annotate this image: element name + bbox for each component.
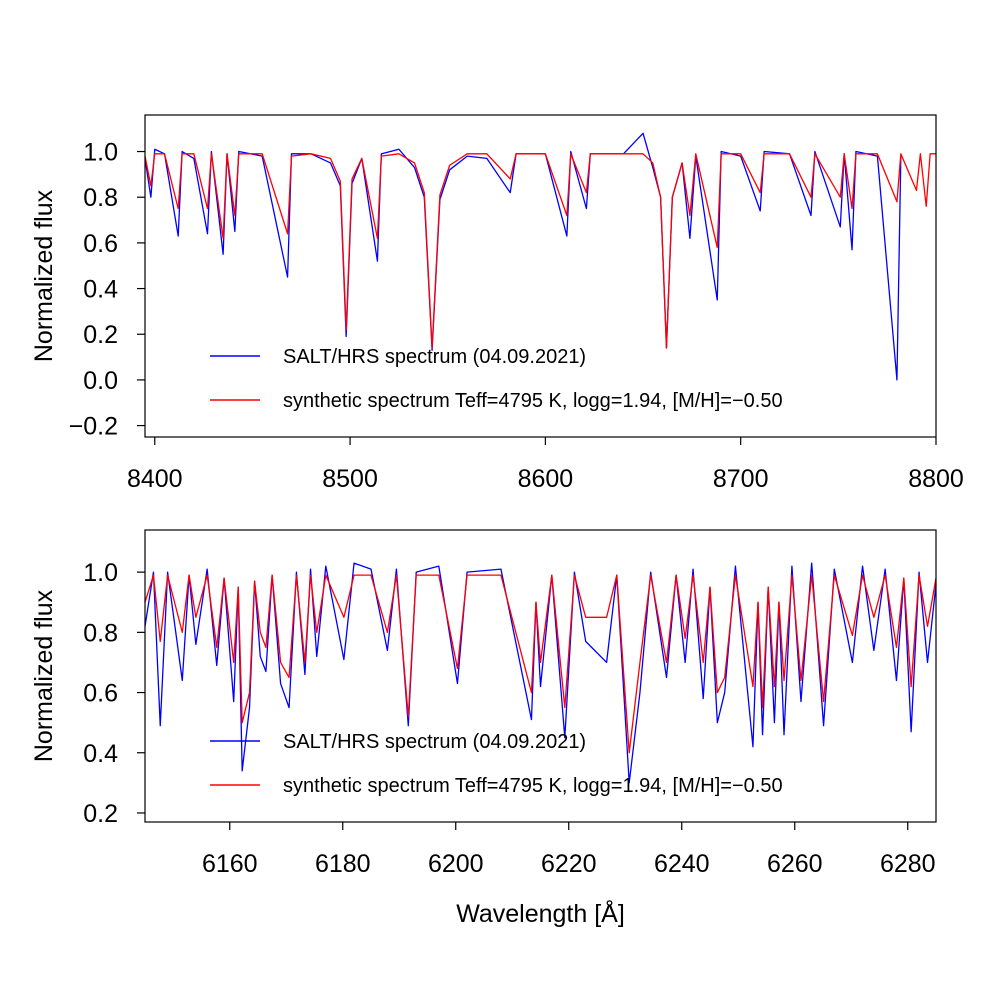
y-tick-label: 0.8: [83, 184, 118, 212]
y-tick-label: 0.0: [83, 367, 118, 395]
y-tick-label: −0.2: [69, 413, 118, 441]
x-tick-label: 6200: [428, 850, 484, 878]
y-tick-label: 0.2: [83, 800, 118, 828]
y-tick-label: 0.4: [83, 276, 118, 304]
y-tick-label: 0.2: [83, 321, 118, 349]
y-axis-label: Normalized flux: [30, 589, 58, 762]
x-tick-label: 6180: [315, 850, 371, 878]
y-tick-label: 0.6: [83, 230, 118, 258]
x-tick-label: 6260: [767, 850, 823, 878]
y-tick-label: 1.0: [83, 139, 118, 167]
x-tick-label: 6280: [880, 850, 936, 878]
spectrum-line: [144, 153, 936, 349]
x-tick-label: 8500: [322, 465, 378, 493]
spectrum-line: [144, 132, 902, 381]
y-tick-label: 0.6: [83, 680, 118, 708]
y-tick-label: 1.0: [83, 559, 118, 587]
x-tick-label: 8800: [908, 465, 964, 493]
x-tick-label: 6240: [654, 850, 710, 878]
plot-frame: [144, 529, 937, 823]
x-tick-label: 8700: [713, 465, 769, 493]
legend-label: synthetic spectrum Teff=4795 K, logg=1.9…: [283, 390, 783, 412]
legend-label: SALT/HRS spectrum (04.09.2021): [283, 731, 586, 753]
plot-frame: [144, 114, 937, 438]
legend-label: SALT/HRS spectrum (04.09.2021): [283, 346, 586, 368]
x-tick-label: 8400: [127, 465, 183, 493]
legend-label: synthetic spectrum Teff=4795 K, logg=1.9…: [283, 775, 783, 797]
x-tick-label: 8600: [518, 465, 574, 493]
y-tick-label: 0.8: [83, 619, 118, 647]
y-tick-label: 0.4: [83, 740, 118, 768]
spectrum-line: [144, 574, 937, 754]
y-axis-label: Normalized flux: [30, 189, 58, 362]
x-tick-label: 6160: [202, 850, 258, 878]
x-axis-label: Wavelength [Å]: [456, 898, 625, 928]
x-tick-label: 6220: [541, 850, 597, 878]
